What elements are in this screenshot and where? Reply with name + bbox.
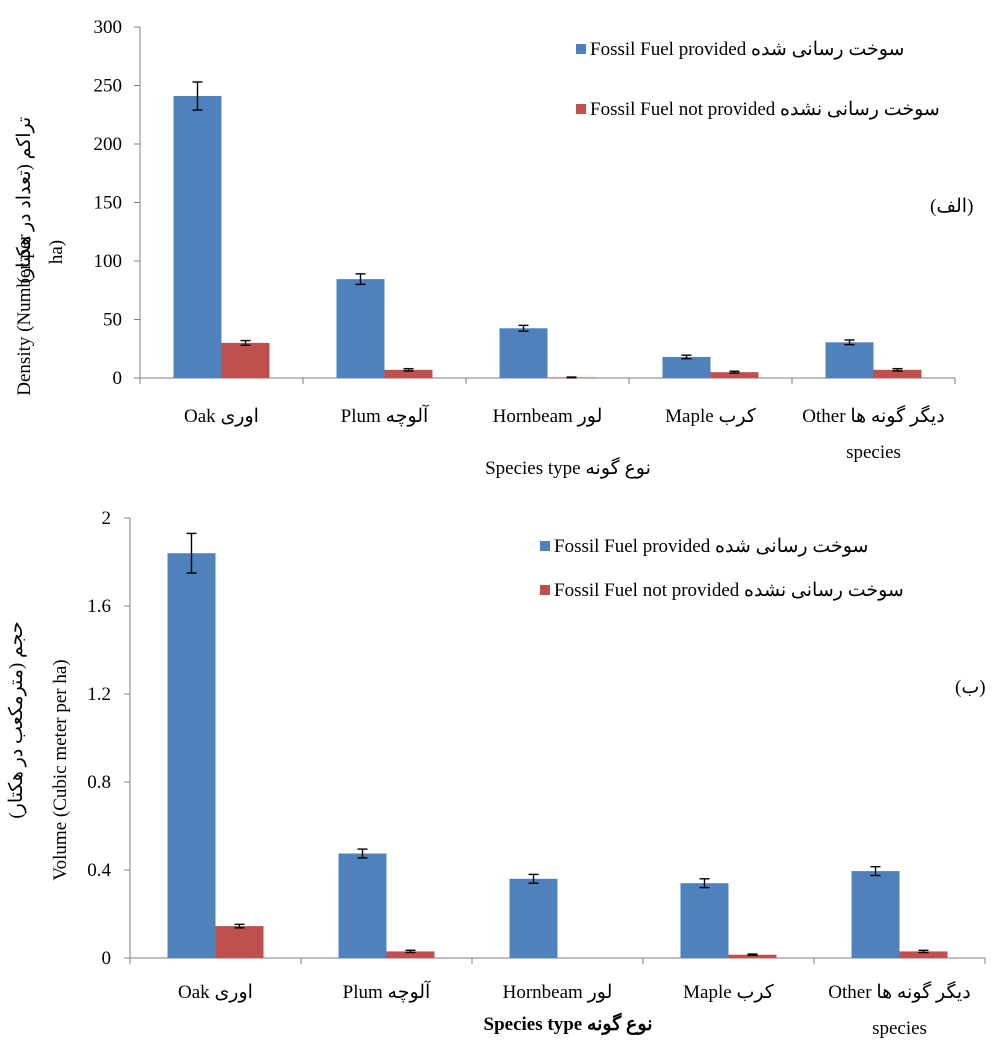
volume-ylabel-fa: حجم (مترمکعب در هکتار)	[6, 621, 27, 818]
volume-bar-provided	[509, 878, 558, 958]
volume-legend-swatch-provided	[540, 541, 550, 551]
volume-panel-label: (ب)	[955, 677, 986, 698]
volume-bar-not-provided	[386, 951, 435, 958]
density-ytick-label: 200	[94, 134, 123, 155]
volume-bar-provided	[167, 553, 216, 958]
density-legend-provided: Fossil Fuel provided سوخت رسانی شده	[590, 39, 904, 60]
density-ylabel-fa: تراکم (تعداد در هکتار)	[14, 117, 35, 284]
density-legend: Fossil Fuel provided سوخت رسانی شده Foss…	[576, 39, 940, 120]
density-category-label: Other دیگر گونه ها	[802, 404, 944, 427]
volume-category-label: Plum آلوچه	[343, 980, 431, 1003]
density-ylabel: Density (Number per	[14, 234, 35, 396]
volume-ytick-label: 1.6	[87, 596, 111, 617]
density-bar-not-provided	[873, 369, 922, 378]
density-category-label: Maple کرب	[665, 406, 757, 427]
density-bar-provided	[662, 356, 711, 378]
volume-ylabel: Volume (Cubic meter per ha)	[50, 659, 71, 880]
volume-category-label: Other دیگر گونه ها	[828, 980, 970, 1003]
volume-ytick-label: 0.4	[87, 860, 111, 881]
volume-plot-area: 0 0.4 0.8 1.2 1.6 2 Oak اوری Plum آلوچه Hornbeam…	[87, 508, 986, 1039]
volume-chart: 0 0.4 0.8 1.2 1.6 2 Oak اوری Plum آلوچه Hornbeam…	[6, 508, 986, 1039]
volume-xlabel: Species type نوع گونه	[484, 1012, 653, 1035]
density-legend-swatch-provided	[576, 44, 586, 54]
volume-legend: Fossil Fuel provided سوخت رسانی شده Foss…	[540, 536, 904, 601]
density-ytick-label: 100	[94, 251, 123, 272]
volume-category-label: Oak اوری	[178, 982, 253, 1003]
density-category-label: Oak اوری	[184, 406, 259, 427]
volume-bar-provided	[851, 871, 900, 958]
density-bar-not-provided	[221, 342, 270, 378]
density-ytick-label: 250	[94, 76, 123, 97]
volume-bar-not-provided	[899, 951, 948, 958]
volume-bar-not-provided	[728, 954, 777, 958]
volume-ytick-label: 0.8	[87, 772, 111, 793]
volume-ytick-label: 0	[102, 948, 112, 969]
density-ylabel-unit: ha)	[46, 240, 67, 264]
volume-category-label: Hornbeam لور	[503, 982, 613, 1003]
density-ytick-label: 300	[94, 17, 123, 38]
density-plot-area: 0 50 100 150 200 250 300 Oak اوری Plum آلوچه Horn…	[94, 17, 956, 463]
volume-bar-provided	[680, 883, 729, 958]
density-panel-label: (الف)	[930, 196, 973, 217]
density-bar-provided	[173, 96, 222, 378]
density-bar-not-provided	[710, 372, 759, 378]
density-ytick-label: 150	[94, 193, 123, 214]
density-legend-not-provided: Fossil Fuel not provided سوخت رسانی نشده	[590, 99, 940, 120]
volume-legend-swatch-not-provided	[540, 585, 550, 595]
volume-legend-not-provided: Fossil Fuel not provided سوخت رسانی نشده	[554, 580, 904, 601]
volume-ytick-label: 1.2	[87, 684, 111, 705]
density-legend-swatch-not-provided	[576, 104, 586, 114]
density-bar-not-provided	[384, 369, 433, 378]
density-bar-provided	[825, 342, 874, 378]
volume-ytick-label: 2	[102, 508, 112, 529]
density-ytick-label: 50	[103, 310, 122, 331]
volume-legend-provided: Fossil Fuel provided سوخت رسانی شده	[554, 536, 868, 557]
density-bar-provided	[336, 279, 385, 378]
density-category-label-line2: species	[846, 442, 901, 463]
volume-category-label: Maple کرب	[683, 982, 775, 1003]
volume-bar-provided	[338, 853, 387, 958]
volume-category-label-line2: species	[872, 1018, 927, 1039]
density-xlabel: Species type نوع گونه	[485, 456, 651, 479]
density-category-label: Hornbeam لور	[493, 406, 603, 427]
density-category-label: Plum آلوچه	[341, 404, 429, 427]
density-chart: 0 50 100 150 200 250 300 Oak اوری Plum آلوچه Horn…	[14, 17, 973, 479]
density-ytick-label: 0	[113, 368, 123, 389]
density-bar-provided	[499, 328, 548, 378]
volume-bar-not-provided	[215, 926, 264, 958]
